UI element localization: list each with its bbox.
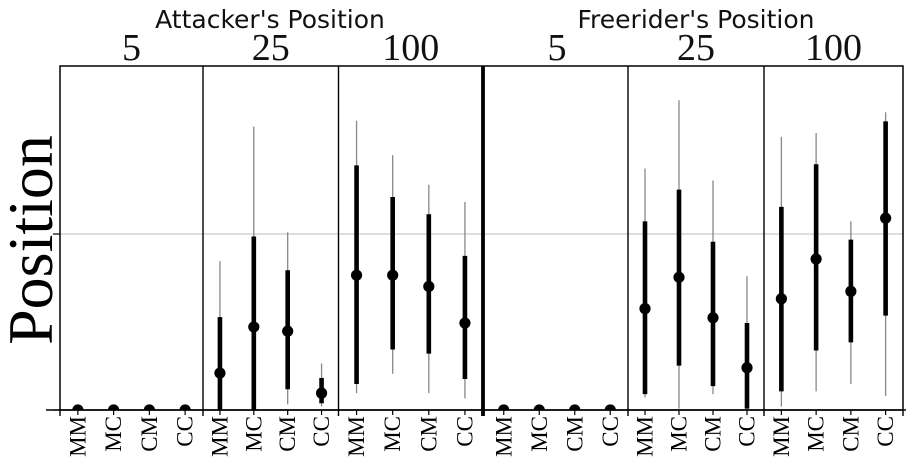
point-estimate [72, 404, 84, 410]
pointrange-freerider-25-MC [673, 100, 685, 409]
x-tick-label: MM [769, 416, 794, 457]
y-axis-label: Position [0, 135, 66, 345]
x-tick-label: CC [735, 416, 760, 447]
x-tick-label: MM [491, 416, 516, 457]
facet-title-attacker: Attacker's Position [155, 5, 385, 34]
x-tick-label: MM [65, 416, 90, 457]
panel-header-attacker-5: 5 [122, 27, 141, 69]
x-tick-label: MM [344, 416, 369, 457]
x-tick-label: CC [173, 416, 198, 447]
point-estimate [282, 325, 294, 337]
panel-header-attacker-100: 100 [382, 27, 439, 69]
x-tick-label: MC [804, 416, 829, 452]
pointrange-attacker-5-CC [179, 404, 191, 410]
pointrange-attacker-100-CM [423, 184, 435, 394]
x-tick-label: CM [137, 416, 162, 452]
x-tick-label: CM [416, 416, 441, 452]
x-tick-label: CC [598, 416, 623, 447]
pointrange-attacker-100-MM [350, 120, 363, 394]
pointrange-attacker-5-MM [72, 404, 84, 410]
point-estimate [108, 404, 120, 410]
x-tick-label: CC [309, 416, 334, 447]
x-tick-label: CM [838, 416, 863, 452]
point-estimate [315, 387, 328, 399]
point-estimate [423, 280, 435, 293]
x-tick-label: CM [275, 416, 300, 452]
x-tick-label: MC [241, 416, 266, 452]
point-estimate [387, 269, 399, 281]
pointrange-attacker-100-CC [459, 201, 471, 399]
point-estimate [880, 212, 892, 224]
point-estimate [350, 269, 363, 281]
pointrange-freerider-100-CM [845, 221, 857, 384]
pointrange-freerider-25-CC [741, 276, 753, 410]
panel-header-freerider-25: 25 [677, 27, 715, 69]
x-tick-label: MM [633, 416, 658, 457]
pointrange-attacker-25-MM [214, 261, 226, 410]
point-estimate [741, 362, 753, 374]
x-tick-label: CM [701, 416, 726, 452]
point-estimate [498, 404, 510, 410]
pointrange-freerider-5-CM [569, 404, 581, 410]
x-tick-label: CM [562, 416, 587, 452]
point-estimate [707, 312, 719, 324]
x-tick-label: MC [667, 416, 692, 452]
point-estimate [459, 317, 471, 329]
point-estimate [810, 253, 822, 265]
pointrange-attacker-5-CM [143, 404, 155, 410]
point-estimate [248, 321, 260, 333]
point-estimate [533, 404, 545, 410]
panel-header-freerider-5: 5 [548, 27, 567, 69]
x-tick-label: CC [873, 416, 898, 447]
pointrange-freerider-100-CC [880, 112, 892, 396]
panel-header-attacker-25: 25 [252, 27, 290, 69]
point-estimate [179, 404, 191, 410]
point-estimate [604, 404, 616, 410]
pointrange-freerider-5-CC [604, 404, 616, 410]
facet-title-freerider: Freerider's Position [578, 5, 815, 34]
point-estimate [775, 293, 787, 305]
pointrange-attacker-25-MC [248, 126, 260, 410]
point-estimate [845, 285, 857, 297]
panel-header-freerider-100: 100 [805, 27, 862, 69]
point-estimate [214, 367, 226, 379]
x-tick-label: MC [101, 416, 126, 452]
x-tick-label: MM [207, 416, 232, 457]
point-estimate [639, 303, 651, 315]
point-estimate [143, 404, 155, 410]
pointrange-freerider-25-CM [707, 180, 719, 395]
pointrange-attacker-5-MC [108, 404, 120, 410]
pointrange-attacker-25-CC [315, 363, 328, 407]
pointrange-attacker-100-MC [387, 155, 399, 374]
pointrange-freerider-100-MC [810, 132, 822, 392]
point-estimate [673, 271, 685, 283]
pointrange-freerider-25-MM [639, 168, 651, 398]
pointrange-freerider-5-MC [533, 404, 545, 410]
pointrange-attacker-25-CM [282, 232, 294, 405]
point-estimate [569, 404, 581, 410]
pointrange-freerider-5-MM [498, 404, 510, 410]
x-tick-label: MC [380, 416, 405, 452]
pointrange-freerider-100-MM [775, 136, 787, 407]
x-tick-label: CC [452, 416, 477, 447]
x-tick-label: MC [527, 416, 552, 452]
